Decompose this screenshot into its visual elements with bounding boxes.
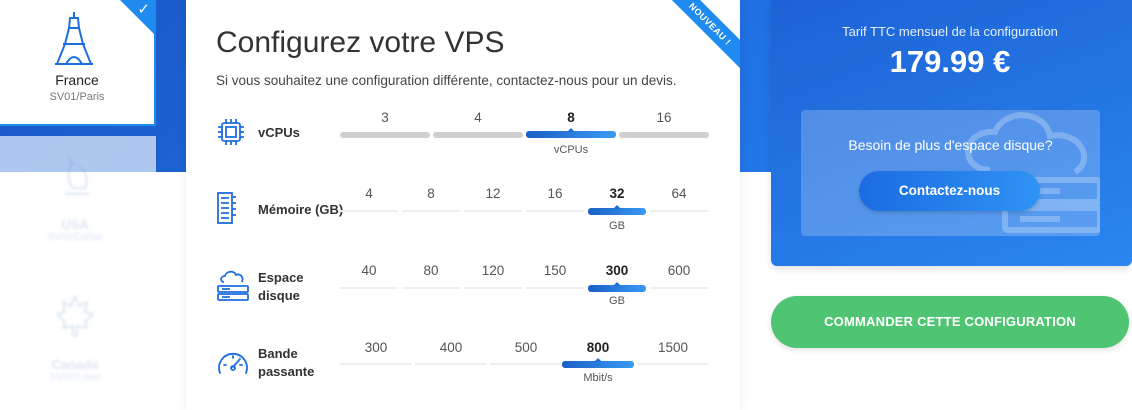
- slider-segment[interactable]: [402, 210, 460, 212]
- slider-segment[interactable]: [340, 363, 412, 365]
- option-8[interactable]: 8: [567, 110, 575, 125]
- option-1500[interactable]: 1500: [657, 340, 689, 355]
- slider-segment[interactable]: [464, 287, 522, 289]
- slider-segment[interactable]: [526, 210, 584, 212]
- slider-handle[interactable]: [613, 205, 621, 209]
- option-4[interactable]: 4: [365, 186, 373, 201]
- slider-segment[interactable]: [619, 132, 709, 138]
- slider-segment-active[interactable]: [526, 131, 616, 138]
- memory-row: Mémoire (GB) 4 8 12 16 32 64 GB: [186, 185, 740, 245]
- disk-prompt: Besoin de plus d'espace disque?: [848, 137, 1053, 153]
- option-8[interactable]: 8: [427, 186, 435, 201]
- option-300[interactable]: 300: [364, 340, 388, 355]
- option-64[interactable]: 64: [671, 186, 687, 201]
- slider-handle[interactable]: [594, 358, 602, 362]
- speedometer-icon: [218, 352, 248, 374]
- slider-segment[interactable]: [340, 132, 430, 138]
- slider-segment-active[interactable]: [562, 361, 634, 368]
- location-name: Canada: [51, 357, 99, 372]
- faded-location-strip: [0, 136, 156, 172]
- slider-segment[interactable]: [637, 363, 709, 365]
- order-button[interactable]: COMMANDER CETTE CONFIGURATION: [771, 296, 1129, 348]
- price-label: Tarif TTC mensuel de la configuration: [842, 24, 1058, 39]
- left-background: [0, 172, 186, 410]
- option-12[interactable]: 12: [485, 186, 501, 201]
- row-label: vCPUs: [258, 125, 300, 140]
- slider-segment[interactable]: [433, 132, 523, 138]
- slider-segment[interactable]: [490, 363, 562, 365]
- option-300[interactable]: 300: [605, 263, 629, 278]
- slider-segment-active[interactable]: [588, 285, 646, 292]
- cpu-icon: [218, 119, 244, 145]
- slider-segment[interactable]: [340, 210, 398, 212]
- disk-row: Espace disque 40 80 120 150 300 600 GB: [186, 262, 740, 322]
- location-server: SV03/Dallas: [47, 232, 103, 243]
- bandwidth-row: Bande passante 300 400 500 800 1500 Mbit…: [186, 339, 740, 399]
- option-3[interactable]: 3: [381, 110, 389, 125]
- location-name: France: [55, 72, 99, 88]
- unit-label: Mbit/s: [583, 372, 613, 384]
- option-16[interactable]: 16: [547, 186, 563, 201]
- location-server: SV04/Laval: [49, 372, 101, 383]
- location-card-canada[interactable]: Canada SV04/Laval: [0, 294, 150, 383]
- option-500[interactable]: 500: [514, 340, 538, 355]
- row-label: Bande passante: [258, 346, 315, 379]
- option-16[interactable]: 16: [656, 110, 672, 125]
- location-list: ✓ France SV01/Paris USA SV03/Dallas: [0, 0, 186, 410]
- price-panel: Tarif TTC mensuel de la configuration 17…: [771, 0, 1132, 266]
- slider-segment[interactable]: [402, 287, 460, 289]
- option-400[interactable]: 400: [439, 340, 463, 355]
- eiffel-tower-icon: [55, 12, 93, 65]
- vcpu-row: vCPUs 3 4 8 16 vCPUs: [186, 110, 740, 170]
- new-ribbon: NOUVEAU !: [660, 0, 740, 74]
- row-label: Mémoire (GB): [258, 202, 344, 217]
- contact-button[interactable]: Contactez-nous: [859, 171, 1040, 211]
- option-150[interactable]: 150: [543, 263, 567, 278]
- slider-segment[interactable]: [650, 210, 708, 212]
- option-32[interactable]: 32: [609, 186, 625, 201]
- unit-label: vCPUs: [553, 144, 589, 156]
- slider-segment[interactable]: [415, 363, 487, 365]
- memory-icon: [217, 192, 236, 224]
- slider-segment[interactable]: [526, 287, 584, 289]
- unit-label: GB: [609, 220, 625, 232]
- option-120[interactable]: 120: [481, 263, 505, 278]
- page-title: Configurez votre VPS: [216, 26, 505, 59]
- vps-configurator: NOUVEAU ! Configurez votre VPS Si vous s…: [186, 0, 740, 410]
- maple-leaf-icon: [56, 295, 94, 337]
- slider-segment[interactable]: [340, 287, 398, 289]
- unit-label: GB: [609, 295, 625, 307]
- location-server: SV01/Paris: [49, 91, 105, 103]
- slider-segment[interactable]: [464, 210, 522, 212]
- slider-handle[interactable]: [567, 128, 575, 132]
- option-4[interactable]: 4: [474, 110, 482, 125]
- location-card-usa[interactable]: USA SV03/Dallas: [0, 152, 150, 243]
- price-value: 179.99 €: [889, 44, 1011, 79]
- statue-of-liberty-icon: [65, 155, 89, 195]
- option-40[interactable]: 40: [361, 263, 377, 278]
- option-600[interactable]: 600: [667, 263, 691, 278]
- option-800[interactable]: 800: [586, 340, 610, 355]
- more-disk-box: Besoin de plus d'espace disque? Contacte…: [801, 110, 1100, 236]
- slider-handle[interactable]: [613, 282, 621, 286]
- selected-corner: [120, 0, 154, 34]
- location-name: USA: [61, 217, 89, 232]
- slider-segment[interactable]: [650, 287, 708, 289]
- row-label: Espace disque: [258, 270, 304, 303]
- location-card-france[interactable]: ✓ France SV01/Paris: [0, 0, 156, 126]
- check-icon: ✓: [137, 0, 150, 18]
- slider-segment-active[interactable]: [588, 208, 646, 215]
- page-subtitle: Si vous souhaitez une configuration diff…: [216, 73, 677, 88]
- option-80[interactable]: 80: [423, 263, 439, 278]
- hard-disk-icon: [217, 270, 249, 301]
